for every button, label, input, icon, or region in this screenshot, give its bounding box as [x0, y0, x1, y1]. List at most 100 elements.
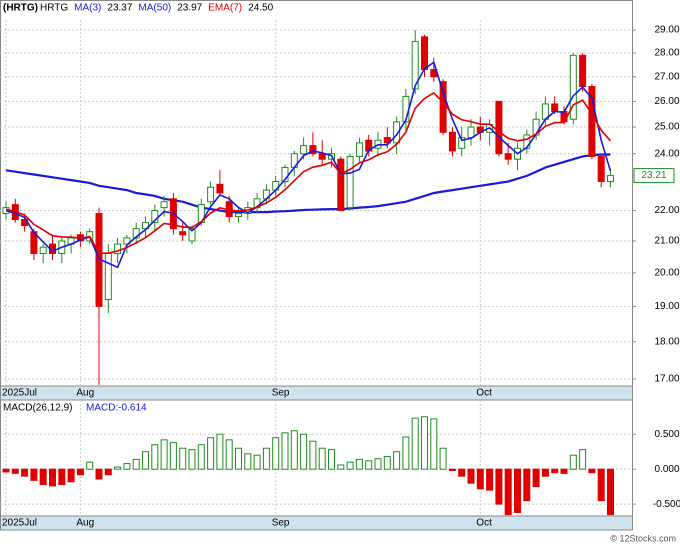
- legend-entry: MA(3): [74, 3, 101, 14]
- bar: [346, 461, 354, 470]
- bar: [514, 468, 521, 514]
- bar: [458, 468, 466, 477]
- macd-value: MACD:-0.614: [86, 403, 147, 414]
- bar: [169, 442, 177, 470]
- y-tick-label: -0.500: [653, 499, 680, 510]
- footer: © 12Stocks.com: [610, 533, 676, 543]
- bar: [393, 451, 401, 470]
- bar: [579, 449, 587, 470]
- bar: [67, 468, 75, 483]
- last-price-box: [633, 168, 675, 184]
- x-tick-label: Aug: [76, 518, 94, 529]
- legend-entry: EMA(7): [208, 3, 242, 14]
- bar: [58, 468, 66, 486]
- bar: [421, 416, 428, 470]
- candle-body: [383, 137, 391, 144]
- bar: [374, 458, 382, 470]
- bar: [114, 466, 122, 470]
- chart-title: (HRTG): [3, 3, 38, 14]
- bar: [244, 453, 252, 470]
- bar: [160, 439, 168, 470]
- candle-body: [207, 186, 215, 203]
- y-tick-label: 0.000: [654, 464, 679, 475]
- bar: [486, 468, 494, 491]
- candle-body: [179, 231, 187, 236]
- bar: [607, 468, 614, 516]
- x-tick-label: Sep: [272, 518, 290, 529]
- bar: [179, 447, 187, 470]
- bar: [560, 468, 568, 474]
- candle-body: [439, 81, 447, 133]
- bar: [523, 468, 531, 502]
- candle-body: [346, 155, 354, 209]
- bar: [430, 418, 438, 470]
- bar: [290, 430, 298, 470]
- candle-body: [551, 103, 559, 113]
- bar: [383, 456, 391, 470]
- y-tick-label: 21.00: [654, 236, 679, 247]
- bar: [328, 449, 335, 470]
- candle-body: [300, 145, 308, 155]
- bar: [197, 444, 205, 470]
- candle-body: [569, 54, 577, 120]
- legend-entry: HRTG: [40, 3, 68, 14]
- macd-title: MACD(26,12,9): [3, 403, 72, 414]
- x-tick-label: Oct: [476, 518, 492, 529]
- y-tick-label: 28.00: [654, 48, 679, 59]
- bar: [467, 468, 475, 484]
- bar: [541, 468, 549, 477]
- candle-body: [597, 155, 605, 183]
- bar: [476, 468, 484, 490]
- bar: [30, 468, 38, 481]
- bar: [262, 447, 270, 470]
- date-strip: [0, 385, 633, 401]
- bar: [300, 433, 308, 470]
- last-price-label: 23.21: [641, 170, 666, 181]
- line-series: [5, 153, 611, 214]
- x-tick-label: Aug: [76, 388, 94, 399]
- legend-entry: 23.97: [177, 3, 202, 14]
- line-series: [5, 61, 612, 269]
- bar: [253, 454, 261, 470]
- bar: [39, 468, 47, 486]
- candle-body: [337, 158, 345, 212]
- candle-body: [495, 100, 503, 155]
- candle-body: [504, 153, 512, 160]
- candle-body: [411, 40, 419, 90]
- y-tick-label: 24.00: [654, 148, 679, 159]
- candle-body: [607, 175, 614, 183]
- candle-body: [588, 86, 596, 157]
- candle-body: [160, 201, 168, 209]
- y-tick-label: 25.00: [654, 122, 679, 133]
- candle-body: [188, 228, 196, 242]
- legend-entry: 23.37: [107, 3, 132, 14]
- x-tick-label: 2025Jul: [2, 388, 37, 399]
- bar: [216, 433, 224, 470]
- bar: [355, 458, 363, 470]
- bar: [95, 468, 103, 480]
- candle-body: [39, 246, 47, 255]
- bar: [402, 436, 410, 470]
- date-strip: [0, 515, 633, 531]
- bar: [151, 444, 159, 470]
- y-tick-label: 0.500: [654, 429, 679, 440]
- x-tick-label: 2025Jul: [2, 518, 37, 529]
- bar: [21, 468, 29, 477]
- bar: [411, 417, 419, 470]
- bar: [11, 468, 19, 474]
- x-tick-label: Sep: [272, 388, 290, 399]
- bar: [2, 468, 10, 473]
- candle-body: [309, 145, 317, 155]
- y-tick-label: 29.00: [654, 25, 679, 36]
- y-tick-label: 26.00: [654, 96, 679, 107]
- bar: [597, 468, 605, 502]
- candle-body: [458, 137, 466, 149]
- bar: [49, 468, 56, 487]
- legend-entry: 24.50: [248, 3, 273, 14]
- bar: [569, 454, 577, 470]
- bar: [188, 449, 196, 470]
- candle-body: [467, 126, 475, 139]
- candle-body: [393, 121, 401, 144]
- candle-body: [216, 183, 224, 194]
